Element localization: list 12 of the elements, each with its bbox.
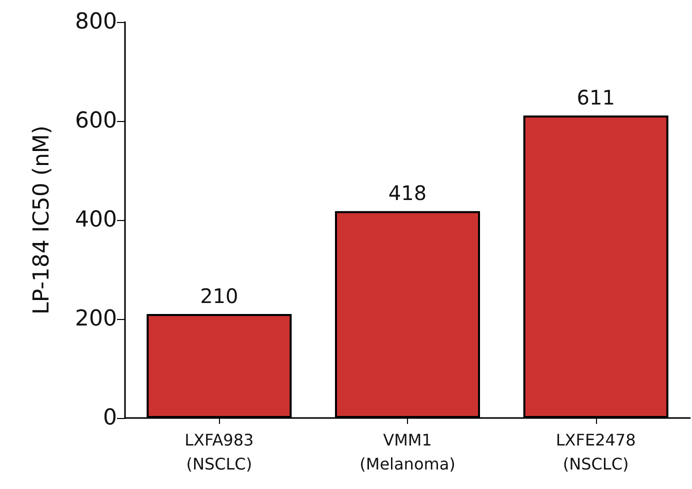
y-tick-label: 600 xyxy=(75,108,117,134)
x-tick-label: VMM1 (Melanoma) xyxy=(360,430,456,474)
y-tick-label: 200 xyxy=(75,306,117,332)
x-tick-label: LXFE2478 (NSCLC) xyxy=(556,430,636,474)
x-tick-label: LXFA983 (NSCLC) xyxy=(184,430,254,474)
y-axis-title: LP-184 IC50 (nM) xyxy=(30,126,54,314)
y-tick-label: 800 xyxy=(75,10,117,34)
y-tick-label: 0 xyxy=(103,406,117,430)
y-tick-label: 400 xyxy=(75,208,117,232)
data-label: 210 xyxy=(200,284,238,308)
data-label: 418 xyxy=(388,181,427,206)
data-label: 611 xyxy=(576,86,615,110)
